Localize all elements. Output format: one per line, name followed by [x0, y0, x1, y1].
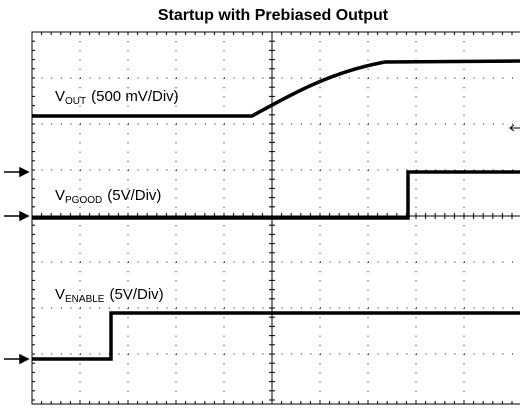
trace-symbol: V [55, 187, 65, 204]
title: Startup with Prebiased Output [158, 7, 389, 24]
labels: VOUT (500 mV/Div)VPGOOD (5V/Div)VENABLE (5V… [55, 88, 179, 305]
pgood-trace [32, 170, 520, 220]
marker-vout [509, 124, 520, 132]
trace-subscript: PGOOD [65, 195, 102, 206]
trace-symbol: V [55, 88, 65, 105]
trace-scale: (5V/Div) [107, 187, 161, 204]
marker-enable [4, 353, 30, 365]
trace-scale: (500 mV/Div) [91, 88, 179, 105]
vout-trace [32, 59, 520, 118]
trace-subscript: OUT [65, 96, 86, 107]
trace-subscript: ENABLE [65, 294, 105, 305]
marker-pgood [4, 210, 30, 222]
marker-pgood-high [4, 166, 30, 178]
trace-label: VPGOOD (5V/Div) [55, 187, 161, 206]
enable-trace [32, 311, 520, 361]
trace-label: VOUT (500 mV/Div) [55, 88, 179, 107]
trace-label: VENABLE (5V/Div) [55, 286, 164, 305]
trace-scale: (5V/Div) [109, 286, 163, 303]
trace-symbol: V [55, 286, 65, 303]
